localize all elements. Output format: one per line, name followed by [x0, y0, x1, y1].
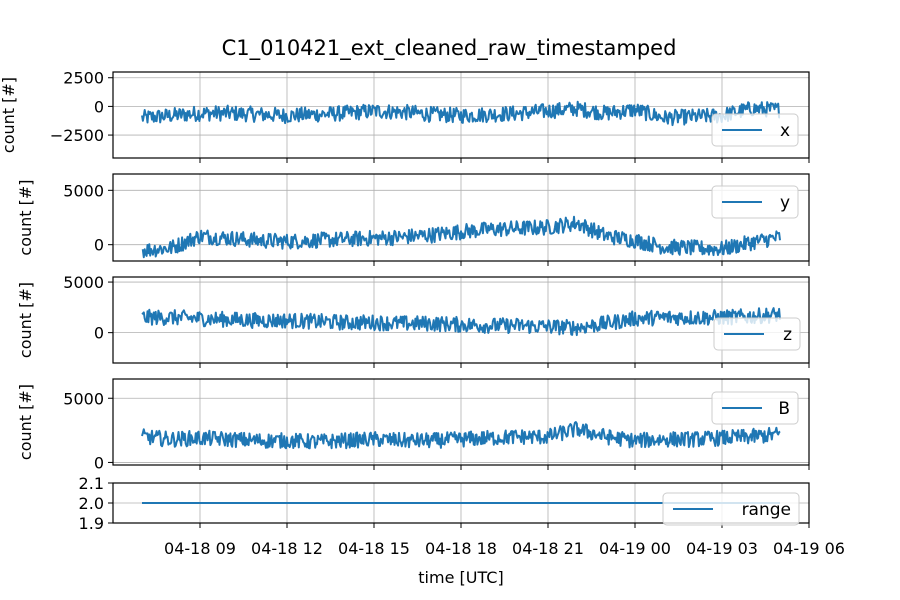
- legend-label: x: [780, 121, 790, 141]
- y-tick-label: 5000: [63, 181, 104, 200]
- y-tick-label: 1.9: [79, 514, 104, 533]
- series-line-y: [141, 215, 781, 259]
- panel-z: 5000 0 count [#] z: [16, 273, 810, 368]
- legend: z: [713, 317, 801, 351]
- y-axis-label: count [#]: [16, 179, 35, 255]
- series-line-x: [141, 100, 781, 127]
- y-tick-label: 0: [94, 236, 104, 255]
- x-tick-label: 04-18 12: [251, 539, 323, 558]
- chart-title: C1_010421_ext_cleaned_raw_timestamped: [222, 36, 677, 61]
- legend-label: B: [778, 399, 790, 419]
- x-tick-label: 04-18 15: [338, 539, 410, 558]
- panel-range: 2.12.01.9 range: [79, 474, 810, 533]
- x-tick-label: 04-18 18: [425, 539, 497, 558]
- legend: range: [662, 492, 800, 526]
- x-tick-label: 04-18 21: [512, 539, 584, 558]
- legend-label: y: [780, 193, 790, 213]
- x-axis-label: time [UTC]: [418, 568, 503, 587]
- x-tick-label: 04-18 09: [164, 539, 236, 558]
- x-tick-label: 04-19 00: [599, 539, 671, 558]
- legend: y: [711, 185, 799, 219]
- y-axis-label: count [#]: [16, 282, 35, 358]
- legend-label: range: [742, 500, 791, 520]
- y-tick-label: 2.0: [79, 494, 104, 513]
- x-tick-label: 04-19 03: [686, 539, 758, 558]
- y-axis-label: count [#]: [0, 77, 18, 153]
- y-tick-label: 0: [94, 453, 104, 472]
- x-tick-label: 04-19 06: [773, 539, 845, 558]
- y-tick-label: 5000: [63, 273, 104, 292]
- series-line-z: [141, 307, 781, 337]
- series-line-b: [141, 421, 781, 450]
- legend: x: [711, 113, 799, 147]
- legend: B: [711, 391, 799, 425]
- y-tick-label: 2500: [63, 69, 104, 88]
- panel-y: 5000 0 count [#] y: [16, 173, 810, 266]
- y-tick-label: 5000: [63, 389, 104, 408]
- legend-box: [662, 492, 800, 526]
- y-tick-label: −2500: [50, 126, 104, 145]
- panel-x: 2500 0 −2500 count [#] x: [0, 69, 810, 163]
- legend-label: z: [783, 325, 792, 345]
- panel-b: 5000 0 count [#] B: [16, 378, 810, 472]
- y-axis-label: count [#]: [16, 384, 35, 460]
- y-tick-label: 0: [94, 324, 104, 343]
- y-tick-label: 0: [94, 97, 104, 116]
- y-tick-label: 2.1: [79, 474, 104, 493]
